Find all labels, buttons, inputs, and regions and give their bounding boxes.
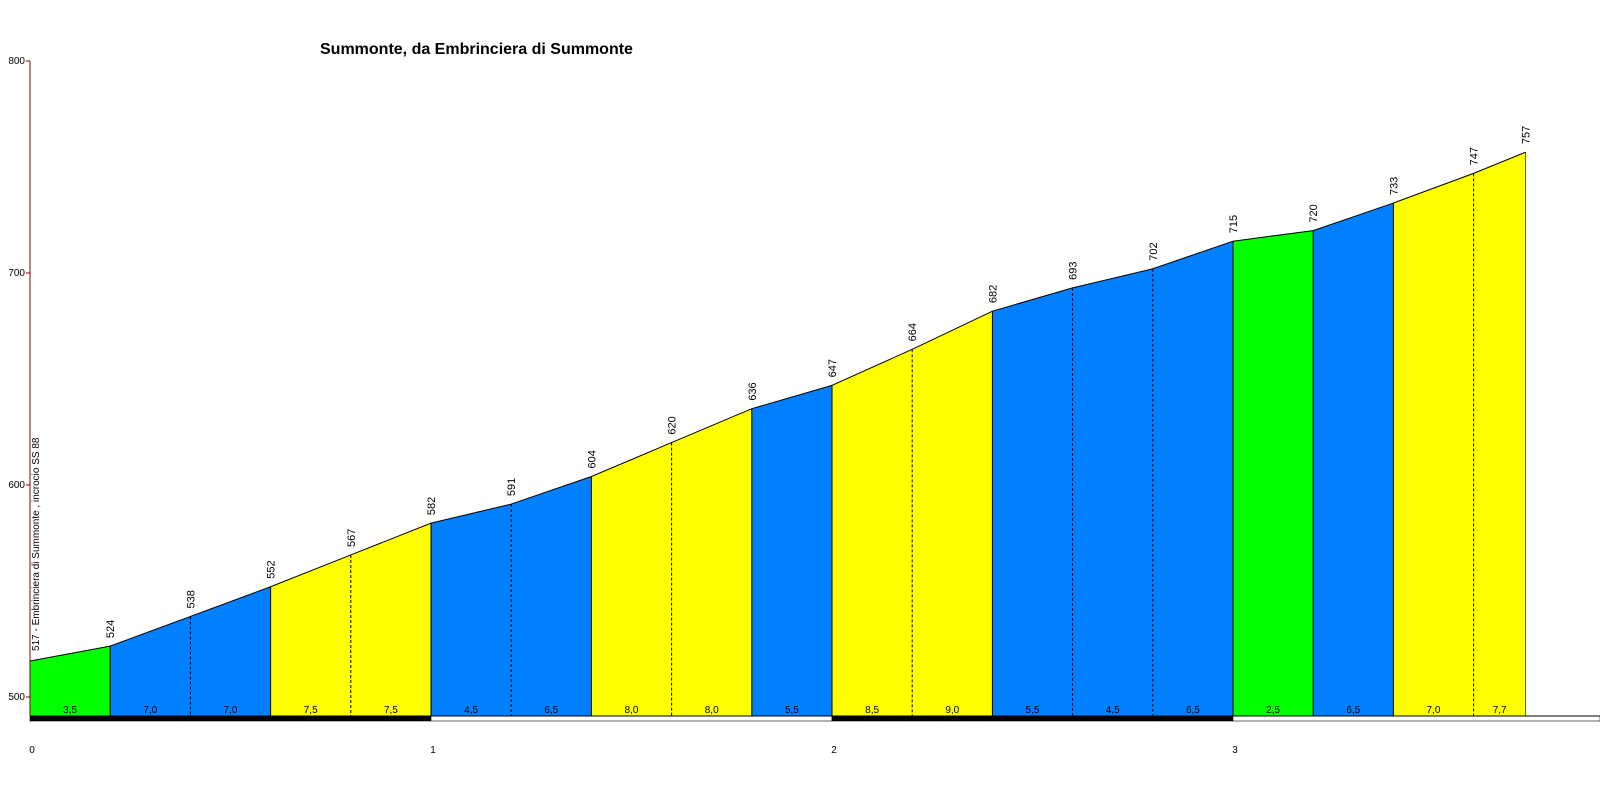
gradient-segments [30,152,1526,717]
gradient-label: 5,5 [785,705,799,716]
profile-segment [110,616,191,716]
gradient-label: 4,5 [464,705,478,716]
profile-segment [1072,268,1153,716]
profile-outline [29,151,1526,662]
profile-segment [1233,230,1314,716]
profile-segment [511,476,592,716]
y-tick-label: 600 [8,480,25,491]
axes: 800 700 600 500 0 1 2 3 [8,56,1238,756]
chart-title: Summonte, da Embrinciera di Summonte [320,41,633,58]
elevation-label: 591 [506,478,518,496]
gradient-label: 7,5 [384,705,398,716]
km-bar-block [831,715,1234,722]
profile-segment [912,311,993,716]
gradient-label: 8,5 [865,705,879,716]
elevation-label: 693 [1068,261,1080,279]
profile-segment [1393,173,1474,717]
elevation-label: 604 [586,450,598,468]
y-tick-label: 800 [8,56,25,67]
x-tick-label: 1 [430,745,436,756]
profile-segment [992,287,1073,716]
gradient-label: 7,0 [143,705,157,716]
km-bar-block [1232,715,1600,722]
km-bar [29,715,1600,722]
gradient-label: 7,7 [1493,705,1507,716]
gradient-label: 4,5 [1106,705,1120,716]
start-location-label: 517 - Embrinciera di Summonte , incrocio… [31,437,42,651]
gradient-label: 7,5 [304,705,318,716]
profile-line [29,151,1526,662]
elevation-label: 620 [667,416,679,434]
gradient-label: 6,5 [544,705,558,716]
x-tick-label: 3 [1232,745,1238,756]
y-tick-label: 700 [8,268,25,279]
profile-segment [1152,241,1233,716]
elevation-label: 747 [1469,147,1481,165]
elevation-label: 757 [1521,126,1533,144]
elevation-label: 636 [747,382,759,400]
elevation-label: 538 [185,590,197,608]
elevation-label: 733 [1388,177,1400,195]
profile-segment [350,523,431,716]
elevation-label: 552 [266,560,278,578]
profile-segment [270,554,351,716]
gradient-label: 5,5 [1026,705,1040,716]
profile-segment [30,646,111,716]
profile-segment [190,586,271,716]
profile-segment [431,504,512,716]
km-bar-block [430,715,833,722]
gradient-label: 7,0 [1427,705,1441,716]
elevation-label: 720 [1308,204,1320,222]
gradient-label: 7,0 [224,705,238,716]
profile-segment [1473,152,1526,716]
gradient-labels: 3,5 7,0 7,0 7,5 7,5 4,5 6,5 8,0 8,0 5,5 8,5 9,0 5,5 4… [63,705,1507,716]
gradient-label: 3,5 [63,705,77,716]
elevation-label: 567 [346,529,358,547]
gradient-label: 6,5 [1186,705,1200,716]
profile-segment [832,349,913,716]
elevation-labels: 524 538 552 567 582 591 604 620 636 647 664 682 693 7… [105,126,1533,638]
elevation-label: 682 [987,285,999,303]
gradient-label: 6,5 [1346,705,1360,716]
profile-segment [671,408,752,716]
elevation-label: 524 [105,620,117,638]
x-tick-label: 2 [831,745,837,756]
segment-dividers [109,152,1527,716]
gradient-label: 9,0 [945,705,959,716]
elevation-label: 664 [907,323,919,341]
x-tick-label: 0 [29,745,35,756]
profile-segment [1313,203,1394,717]
gradient-label: 2,5 [1266,705,1280,716]
profile-segment [591,442,672,716]
elevation-label: 582 [426,497,438,515]
gradient-label: 8,0 [705,705,719,716]
km-bar-block [29,715,432,722]
elevation-label: 647 [827,359,839,377]
profile-segment [751,385,832,716]
y-tick-label: 500 [8,692,25,703]
elevation-label: 715 [1228,215,1240,233]
gradient-label: 8,0 [625,705,639,716]
elevation-label: 702 [1148,242,1160,260]
